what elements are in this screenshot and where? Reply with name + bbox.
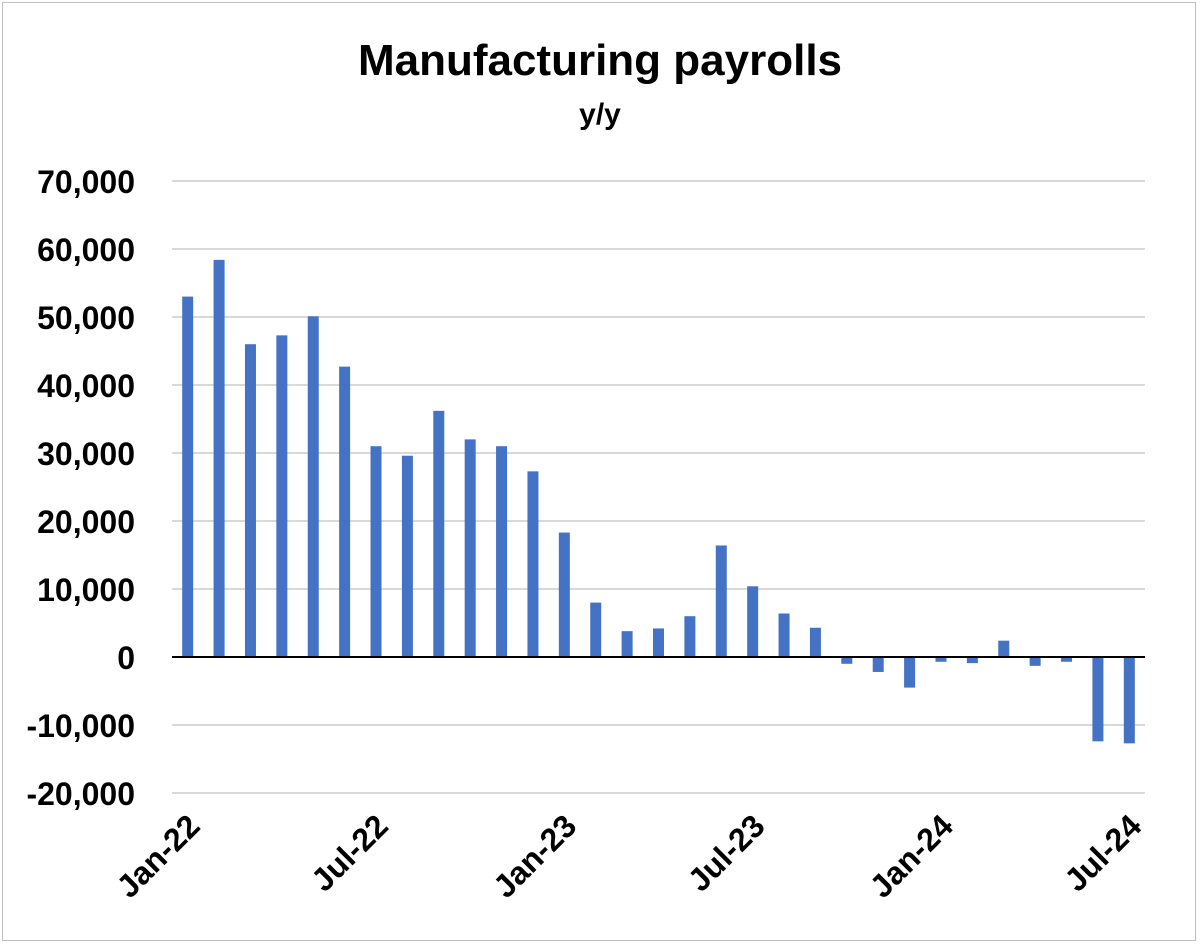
chart-subtitle: y/y — [579, 98, 621, 131]
chart-title: Manufacturing payrolls — [357, 36, 843, 85]
